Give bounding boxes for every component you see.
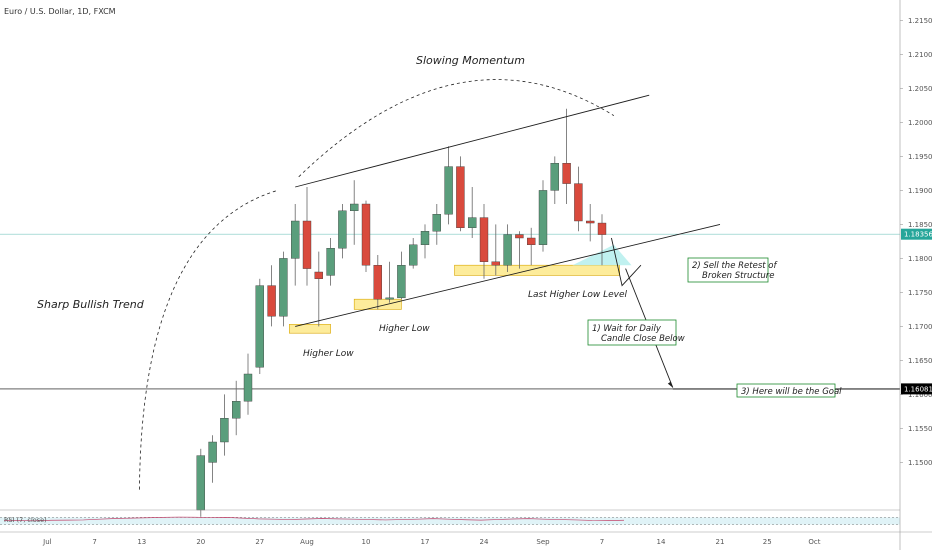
- bearish-candle: [562, 162, 571, 184]
- time-tick-label: 13: [137, 538, 146, 546]
- price-line-label: 1.18356: [904, 231, 932, 239]
- price-line-badge: [901, 383, 932, 395]
- price-tick-label: 1.17000: [908, 323, 932, 331]
- price-tick-label: 1.18500: [908, 221, 932, 229]
- bearish-candle: [574, 183, 583, 222]
- goal-arrowhead: [667, 381, 673, 388]
- rsi-band: [0, 517, 900, 525]
- price-tick-label: 1.19000: [908, 187, 932, 195]
- price-tick-label: 1.20500: [908, 85, 932, 93]
- rsi-label: RSI (7, close): [4, 516, 47, 524]
- price-tick-label: 1.15000: [908, 459, 932, 467]
- candle-layer: [196, 108, 607, 517]
- bullish-candle: [503, 234, 512, 266]
- price-tick-label: 1.15500: [908, 425, 932, 433]
- time-tick-label: 7: [92, 538, 96, 546]
- time-tick-label: 21: [716, 538, 725, 546]
- time-tick-label: Sep: [536, 538, 550, 546]
- bearish-candle: [491, 261, 500, 266]
- time-tick-label: Jul: [42, 538, 52, 546]
- price-tick-label: 1.18000: [908, 255, 932, 263]
- bearish-candle: [314, 271, 323, 279]
- price-line-badge: [901, 228, 932, 240]
- bullish-candle: [208, 441, 217, 463]
- bullish-candle: [550, 162, 559, 191]
- bearish-candle: [302, 220, 312, 269]
- bullish-candle: [326, 247, 335, 276]
- bullish-candle: [468, 217, 477, 229]
- bullish-candle: [291, 220, 300, 259]
- bullish-candle: [279, 258, 288, 317]
- wait-close-note-box: [587, 319, 677, 346]
- higher-low-label-1: Higher Low: [303, 349, 354, 359]
- bullish-candle: [385, 297, 394, 300]
- bullish-candle: [350, 203, 359, 211]
- price-tick-label: 1.16000: [908, 391, 932, 399]
- time-tick-label: 10: [362, 538, 371, 546]
- time-tick-label: 20: [196, 538, 205, 546]
- bearish-candle: [361, 203, 371, 266]
- bullish-candle: [409, 244, 418, 266]
- last-higher-low-label: Last Higher Low Level: [528, 290, 628, 300]
- time-tick-label: Oct: [808, 538, 820, 546]
- grid-layer: [0, 233, 900, 390]
- price-tick-label: 1.21500: [908, 17, 932, 25]
- time-tick-label: 7: [600, 538, 604, 546]
- lower-channel-line: [295, 223, 721, 327]
- bullish-candle: [255, 285, 265, 368]
- time-tick-label: Aug: [300, 538, 314, 546]
- bullish-candle: [338, 210, 347, 249]
- symbol-title: Euro / U.S. Dollar, 1D, FXCM: [4, 7, 116, 16]
- trendline-layer: [139, 79, 900, 490]
- price-tick-label: 1.17500: [908, 289, 932, 297]
- time-tick-label: 24: [480, 538, 489, 546]
- bearish-candle: [479, 217, 489, 263]
- rsi-line: [3, 516, 625, 522]
- bullish-candle: [397, 265, 406, 299]
- bearish-candle: [597, 222, 607, 235]
- bearish-candle: [373, 265, 382, 300]
- bearish-candle: [515, 234, 524, 239]
- higher-low-label-2: Higher Low: [379, 324, 430, 334]
- price-tick-label: 1.21000: [908, 51, 932, 59]
- bullish-candle: [196, 455, 206, 511]
- sell-retest-note-box: [687, 257, 769, 283]
- goal-note-box: [736, 383, 836, 398]
- upper-channel-line: [295, 94, 650, 188]
- price-line-label: 1.16081: [904, 385, 932, 393]
- goal-label: 3) Here will be the Goal: [741, 387, 842, 397]
- bearish-candle: [586, 220, 595, 224]
- bearish-candle: [456, 166, 465, 229]
- bullish-candle: [243, 373, 253, 402]
- wait-close-line2: Candle Close Below: [601, 334, 685, 344]
- slowing-momentum-label: Slowing Momentum: [416, 54, 525, 67]
- higher-low-zone-1: [288, 324, 331, 334]
- bullish-candle: [420, 230, 430, 245]
- sharp-bullish-trend-label: Sharp Bullish Trend: [37, 298, 145, 311]
- time-tick-label: 25: [763, 538, 772, 546]
- bullish-candle: [432, 213, 441, 232]
- price-tick-label: 1.20000: [908, 119, 932, 127]
- bullish-candle: [444, 166, 453, 215]
- last-higher-low-zone: [454, 264, 620, 276]
- price-tick-label: 1.19500: [908, 153, 932, 161]
- bullish-candle: [231, 401, 241, 419]
- slowing-momentum-arc: [298, 79, 615, 178]
- bullish-candle: [220, 418, 229, 443]
- time-tick-label: 27: [255, 538, 264, 546]
- bullish-candle: [538, 190, 548, 245]
- sell-retest-line1: 2) Sell the Retest of: [692, 261, 778, 271]
- retest-path-line: [611, 237, 642, 287]
- price-tick-label: 1.16500: [908, 357, 932, 365]
- bearish-candle: [527, 237, 536, 246]
- time-tick-label: 17: [421, 538, 430, 546]
- sell-retest-line2: Broken Structure: [702, 271, 775, 281]
- rsi-pane: [0, 509, 900, 525]
- bearish-candle: [267, 285, 276, 317]
- wait-close-line1: 1) Wait for Daily: [592, 324, 662, 334]
- time-tick-label: 14: [657, 538, 666, 546]
